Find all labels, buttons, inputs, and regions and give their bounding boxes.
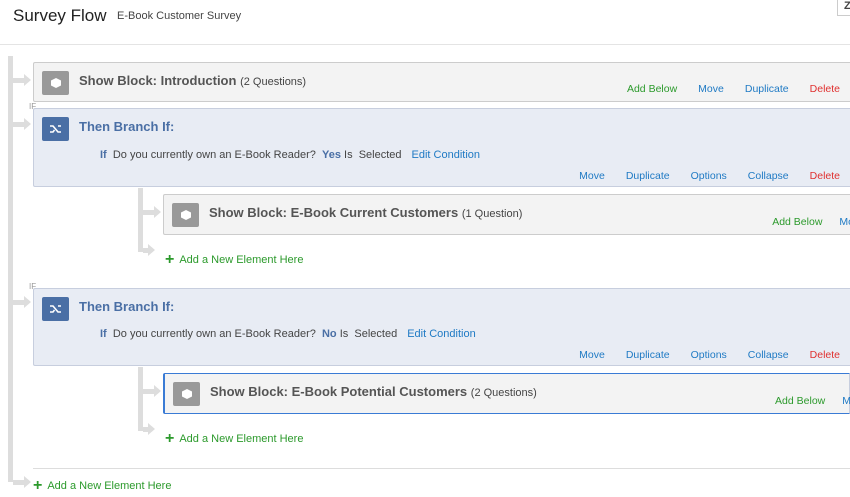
move-button[interactable]: Move <box>579 349 605 361</box>
block-title: Show Block: Introduction <box>79 73 237 88</box>
move-button[interactable]: Move <box>698 83 724 95</box>
survey-name: E-Book Customer Survey <box>117 10 242 22</box>
branch-icon <box>42 117 69 141</box>
options-button[interactable]: Options <box>690 349 727 361</box>
delete-button[interactable]: Delete <box>809 83 840 95</box>
plus-icon: + <box>165 430 175 447</box>
collapse-button[interactable]: Collapse <box>747 349 789 361</box>
add-below-button[interactable]: Add Below <box>772 216 823 228</box>
connector-arrow <box>143 206 161 218</box>
move-button[interactable]: Move <box>579 170 605 182</box>
cube-icon <box>172 203 199 227</box>
block-potential-customers[interactable]: Show Block: E-Book Potential Customers (… <box>163 373 850 414</box>
add-below-button[interactable]: Add Below <box>626 83 678 95</box>
add-element-button[interactable]: + Add a New Element Here <box>165 430 304 447</box>
add-element-button[interactable]: + Add a New Element Here <box>165 251 304 268</box>
move-button[interactable]: Mo <box>839 216 850 228</box>
options-button[interactable]: Options <box>690 170 727 182</box>
branch-2[interactable]: Then Branch If: If Do you currently own … <box>33 288 850 366</box>
duplicate-button[interactable]: Duplicate <box>625 170 670 182</box>
cube-icon <box>173 382 200 406</box>
move-button[interactable]: M <box>842 395 850 407</box>
cube-icon <box>42 71 69 95</box>
duplicate-button[interactable]: Duplicate <box>625 349 670 361</box>
connector-arrow <box>13 74 31 86</box>
edit-condition-link[interactable]: Edit Condition <box>407 328 476 340</box>
plus-icon: + <box>165 251 175 268</box>
flow-line <box>8 56 13 482</box>
add-below-button[interactable]: Add Below <box>775 395 826 407</box>
plus-icon: + <box>33 477 43 494</box>
connector-arrow <box>143 244 155 256</box>
corner-button[interactable]: Z <box>837 0 850 16</box>
block-title: Show Block: E-Book Potential Customers <box>210 384 468 399</box>
header-divider <box>0 44 850 45</box>
if-tag: IF <box>29 102 37 111</box>
connector-arrow <box>13 476 31 488</box>
branch-title: Then Branch If: <box>79 119 175 134</box>
question-count: (2 Questions) <box>470 387 537 399</box>
add-element-button[interactable]: + Add a New Element Here <box>33 477 172 494</box>
delete-button[interactable]: Delete <box>809 349 840 361</box>
block-title: Show Block: E-Book Current Customers <box>209 205 459 220</box>
block-introduction[interactable]: Show Block: Introduction (2 Questions) A… <box>33 62 850 102</box>
connector-arrow <box>13 296 31 308</box>
question-count: (2 Questions) <box>240 76 307 88</box>
branch-icon <box>42 297 69 321</box>
connector-arrow <box>143 423 155 435</box>
connector-arrow <box>13 118 31 130</box>
branch-title: Then Branch If: <box>79 299 175 314</box>
edit-condition-link[interactable]: Edit Condition <box>411 149 481 161</box>
question-count: (1 Question) <box>461 208 523 220</box>
branch-1[interactable]: Then Branch If: If Do you currently own … <box>33 108 850 187</box>
if-tag: IF <box>29 282 37 291</box>
duplicate-button[interactable]: Duplicate <box>744 83 789 95</box>
page-title: Survey Flow <box>13 6 107 25</box>
collapse-button[interactable]: Collapse <box>747 170 789 182</box>
connector-arrow <box>143 385 161 397</box>
delete-button[interactable]: Delete <box>809 170 840 182</box>
block-current-customers[interactable]: Show Block: E-Book Current Customers (1 … <box>163 194 850 235</box>
branch-condition: If Do you currently own an E-Book Reader… <box>100 149 481 161</box>
flow-divider <box>33 468 850 469</box>
branch-line <box>138 367 143 431</box>
branch-line <box>138 188 143 252</box>
branch-condition: If Do you currently own an E-Book Reader… <box>100 328 476 340</box>
